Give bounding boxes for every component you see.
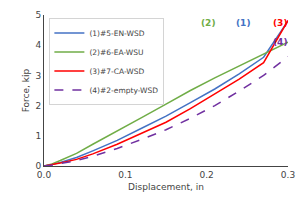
svg-text:0.0: 0.0: [37, 170, 52, 180]
svg-text:0.3: 0.3: [281, 170, 295, 180]
svg-text:5: 5: [35, 10, 41, 20]
svg-text:4: 4: [35, 40, 41, 50]
svg-text:0.1: 0.1: [118, 170, 132, 180]
svg-text:(2)#6-EA-WSU: (2)#6-EA-WSU: [89, 48, 143, 57]
svg-text:(1): (1): [236, 18, 251, 28]
svg-text:0: 0: [35, 161, 41, 171]
svg-text:0.2: 0.2: [200, 170, 214, 180]
svg-text:(3)#7-CA-WSD: (3)#7-CA-WSD: [89, 67, 144, 76]
svg-text:(3): (3): [273, 18, 288, 28]
svg-text:2: 2: [35, 101, 41, 111]
svg-text:(4): (4): [273, 37, 288, 47]
svg-text:(1)#5-EN-WSD: (1)#5-EN-WSD: [89, 29, 144, 38]
svg-text:(4)#2-empty-WSD: (4)#2-empty-WSD: [89, 86, 158, 95]
svg-text:1: 1: [35, 131, 41, 141]
svg-text:(2): (2): [201, 18, 216, 28]
svg-text:Force, kip: Force, kip: [21, 68, 31, 112]
svg-text:Displacement, in: Displacement, in: [128, 182, 204, 192]
svg-text:3: 3: [35, 71, 41, 81]
